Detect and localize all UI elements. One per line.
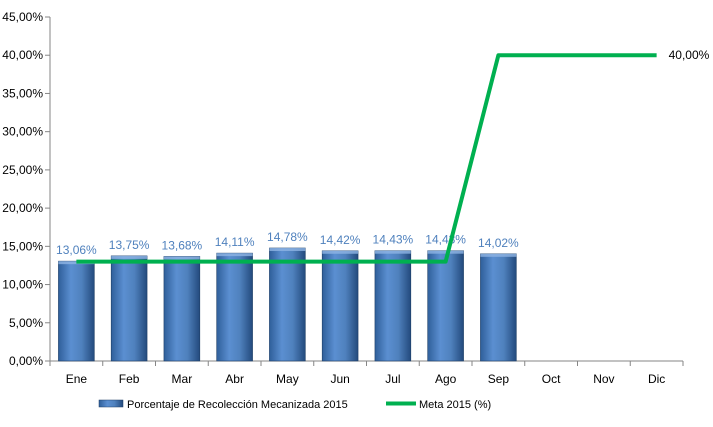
x-tick-label: Nov	[593, 372, 614, 386]
goal-line	[76, 53, 657, 264]
bar-data-label: 14,11%	[215, 235, 255, 249]
bar-data-label: 14,42%	[320, 233, 361, 247]
bar-top-highlight	[480, 253, 517, 257]
x-tick-label: Abr	[225, 372, 244, 386]
bar-top-highlight	[427, 250, 464, 254]
bar	[58, 260, 95, 362]
y-tick-label: 20,00%	[2, 201, 43, 215]
bar	[427, 250, 464, 362]
bar	[269, 247, 306, 362]
x-tick-label: May	[276, 372, 299, 386]
bar	[163, 256, 201, 362]
bar-data-label: 14,02%	[478, 236, 519, 250]
bar	[216, 252, 253, 362]
x-tick-label: Ago	[435, 372, 457, 386]
bar-data-labels: 13,06% 13,75% 13,68% 14,11% 14,78% 14,42% 14,4…	[56, 230, 519, 257]
bar	[110, 255, 148, 362]
bar-top-highlight	[111, 255, 148, 259]
x-tick-label: Sep	[488, 372, 510, 386]
y-tick-label: 45,00%	[2, 10, 43, 24]
bar-top-highlight	[269, 248, 306, 252]
bar	[374, 250, 412, 362]
bar-top-highlight	[322, 250, 359, 254]
bar-data-label: 14,43%	[373, 233, 414, 247]
y-tick-label: 0,00%	[9, 354, 43, 368]
x-tick-label: Dic	[648, 372, 665, 386]
bar-data-label: 13,75%	[109, 238, 150, 252]
x-tick-label: Feb	[119, 372, 140, 386]
bar	[321, 250, 359, 362]
bar-series	[58, 247, 517, 362]
line-series: 40,00%	[76, 48, 710, 264]
y-tick-label: 10,00%	[2, 278, 43, 292]
bar-top-highlight	[374, 250, 411, 254]
bar-top-highlight	[216, 253, 253, 257]
bar-data-label: 14,78%	[267, 230, 308, 244]
legend-swatch-bars	[98, 399, 124, 408]
legend: Porcentaje de Recolección Mecanizada 201…	[98, 399, 491, 411]
x-tick-label: Jun	[330, 372, 349, 386]
legend-label-line: Meta 2015 (%)	[419, 399, 491, 411]
legend-label-bars: Porcentaje de Recolección Mecanizada 201…	[127, 399, 348, 411]
y-tick-label: 40,00%	[2, 48, 43, 62]
x-tick-label: Oct	[542, 372, 561, 386]
y-tick-label: 15,00%	[2, 239, 43, 253]
x-tick-label: Mar	[172, 372, 193, 386]
bar	[480, 253, 517, 362]
bar-data-label: 13,68%	[162, 238, 203, 252]
x-tick-label: Jul	[385, 372, 400, 386]
y-tick-label: 30,00%	[2, 125, 43, 139]
y-axis: 0,00% 5,00% 10,00% 15,00% 20,00% 25,00% 30,00%…	[2, 10, 51, 368]
y-tick-label: 25,00%	[2, 163, 43, 177]
y-tick-label: 35,00%	[2, 86, 43, 100]
bar-data-label: 14,43%	[425, 233, 466, 247]
y-tick-label: 5,00%	[9, 316, 43, 330]
bar-data-label: 13,06%	[56, 243, 97, 257]
goal-end-label: 40,00%	[669, 48, 710, 62]
x-axis: Ene Feb Mar Abr May Jun Jul Ago Sep Oct Nov Dic	[49, 360, 684, 386]
x-tick-label: Ene	[66, 372, 88, 386]
bar-top-highlight	[163, 256, 200, 260]
